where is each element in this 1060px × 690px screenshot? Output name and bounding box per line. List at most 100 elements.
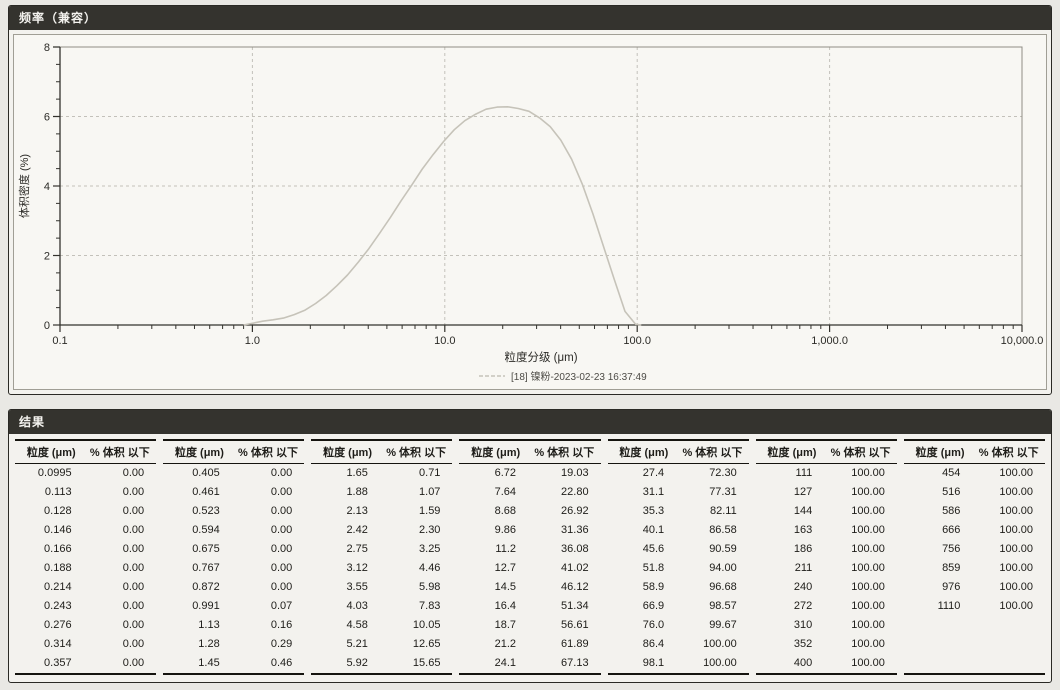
table-row: 16.4 51.34 — [459, 597, 600, 616]
cell-percent-below: 19.03 — [561, 467, 589, 479]
cell-percent-below: 82.11 — [710, 505, 737, 517]
cell-percent-below: 0.16 — [270, 619, 293, 631]
cell-percent-below: 100.00 — [851, 619, 885, 631]
results-subtable-2: 粒度 (μm) % 体积 以下 0.405 0.00 0.461 0.00 0.523 0.0… — [163, 439, 305, 675]
cell-size: 516 — [942, 486, 961, 498]
cell-percent-below: 10.05 — [412, 619, 441, 631]
results-panel: 结果 粒度 (μm)% 体积 以下 0.0995 0.00 0.113 0.00 0.12… — [8, 409, 1052, 683]
cell-size: 400 — [793, 657, 813, 669]
table-row: 1110 100.00 — [904, 597, 1045, 616]
col-header-percent-below: % 体积 以下 — [978, 447, 1039, 459]
results-subtable-header: 粒度 (μm) % 体积 以下 — [15, 441, 157, 464]
table-row: 186 100.00 — [756, 540, 897, 559]
cell-size: 240 — [793, 581, 813, 593]
table-row: 976 100.00 — [904, 578, 1045, 597]
cell-percent-below: 0.00 — [122, 600, 145, 612]
cell-size: 0.675 — [192, 543, 220, 555]
cell-size: 586 — [942, 505, 961, 517]
cell-percent-below: 26.92 — [561, 505, 589, 517]
cell-size: 859 — [942, 562, 961, 574]
results-subtable-header: 粒度 (μm) % 体积 以下 — [755, 441, 897, 464]
cell-size: 976 — [942, 581, 961, 593]
distribution-curve — [243, 106, 642, 326]
table-row: 756 100.00 — [904, 540, 1045, 559]
cell-size: 86.4 — [642, 638, 665, 650]
table-row: 0.767 0.00 — [163, 559, 304, 578]
results-subtable-4: 粒度 (μm) % 体积 以下 6.72 19.03 7.64 22.80 8.68 26.9… — [459, 439, 601, 675]
x-tick-label: 10.0 — [434, 335, 455, 347]
cell-size: 0.276 — [44, 619, 72, 631]
y-axis-title: 体积密度 (%) — [17, 154, 31, 218]
cell-size — [904, 654, 977, 673]
cell-percent-below: 0.00 — [270, 581, 293, 593]
chart-area: 0.1 1.0 10.0 100.0 1,000.0 10,000.0 0 2 4 6 8 体积密度 … — [9, 30, 1051, 394]
table-row: 3.12 4.46 — [311, 559, 452, 578]
table-row: 0.594 0.00 — [163, 521, 304, 540]
cell-percent-below: 100.00 — [851, 581, 885, 593]
cell-size: 66.9 — [642, 600, 665, 612]
cell-size: 0.523 — [192, 505, 220, 517]
cell-size: 0.128 — [44, 505, 72, 517]
cell-size: 51.8 — [642, 562, 665, 574]
cell-size: 14.5 — [494, 581, 516, 593]
cell-percent-below: 100.00 — [703, 657, 737, 669]
results-subtable-7: 粒度 (μm) % 体积 以下 454 100.00 516 100.00 586 100.0… — [903, 439, 1045, 675]
table-row: 310 100.00 — [756, 616, 897, 635]
cell-size: 352 — [793, 638, 813, 650]
cell-size: 11.2 — [495, 543, 516, 555]
table-row: 586 100.00 — [904, 502, 1045, 521]
cell-size: 0.991 — [192, 600, 220, 612]
cell-percent-below: 100.00 — [851, 600, 885, 612]
cell-size: 1.65 — [346, 467, 368, 479]
table-row: 111 100.00 — [756, 464, 897, 483]
table-row: 1.13 0.16 — [163, 616, 304, 635]
cell-size: 76.0 — [642, 619, 665, 631]
results-panel-title: 结果 — [19, 415, 46, 429]
cell-size: 0.357 — [44, 657, 72, 669]
cell-percent-below: 100.00 — [999, 562, 1033, 574]
y-tick-label: 2 — [44, 251, 50, 263]
cell-size: 1.13 — [198, 619, 220, 631]
table-row: 0.523 0.00 — [163, 502, 304, 521]
cell-size: 0.872 — [192, 581, 220, 593]
cell-size: 4.58 — [346, 619, 368, 631]
cell-percent-below: 0.00 — [122, 467, 145, 479]
cell-percent-below: 100.00 — [999, 581, 1033, 593]
col-header-size: 粒度 (μm) — [767, 447, 817, 459]
table-row: 9.86 31.36 — [459, 521, 600, 540]
cell-size: 98.1 — [642, 657, 665, 669]
cell-percent-below: 100.00 — [851, 467, 885, 479]
col-header-percent-below: % 体积 以下 — [238, 447, 298, 459]
table-row: 0.405 0.00 — [163, 464, 304, 483]
x-axis-title: 粒度分级 (μm) — [504, 350, 577, 364]
table-row: 58.9 96.68 — [608, 578, 749, 597]
table-row: 454 100.00 — [904, 464, 1045, 483]
cell-percent-below: 86.58 — [709, 524, 737, 536]
cell-size: 5.21 — [346, 638, 368, 650]
cell-percent-below: 12.65 — [412, 638, 441, 650]
results-subtable-header: 粒度 (μm) % 体积 以下 — [311, 441, 453, 464]
cell-size: 4.03 — [346, 600, 368, 612]
cell-percent-below: 0.00 — [270, 524, 293, 536]
table-row: 31.1 77.31 — [608, 483, 749, 502]
table-row: 0.461 0.00 — [163, 483, 304, 502]
table-row: 6.72 19.03 — [459, 464, 600, 483]
table-row: 0.188 0.00 — [15, 559, 156, 578]
cell-size: 5.92 — [346, 657, 368, 669]
cell-size: 31.1 — [642, 486, 665, 498]
table-row: 14.5 46.12 — [459, 578, 600, 597]
chart-frame: 0.1 1.0 10.0 100.0 1,000.0 10,000.0 0 2 4 6 8 体积密度 … — [13, 34, 1047, 390]
cell-size: 0.166 — [44, 543, 72, 555]
cell-percent-below: 100.00 — [999, 524, 1033, 536]
y-tick-label: 4 — [44, 181, 50, 193]
cell-size: 6.72 — [494, 467, 516, 479]
table-row: 0.675 0.00 — [163, 540, 304, 559]
cell-percent-below: 100.00 — [851, 562, 885, 574]
table-row: 666 100.00 — [904, 521, 1045, 540]
cell-size: 0.0995 — [37, 467, 72, 479]
cell-percent-below: 0.46 — [270, 657, 293, 669]
table-row: 272 100.00 — [756, 597, 897, 616]
col-header-percent-below: % 体积 以下 — [682, 447, 743, 459]
cell-percent-below: 0.00 — [270, 505, 293, 517]
cell-percent-below: 3.25 — [419, 543, 441, 555]
